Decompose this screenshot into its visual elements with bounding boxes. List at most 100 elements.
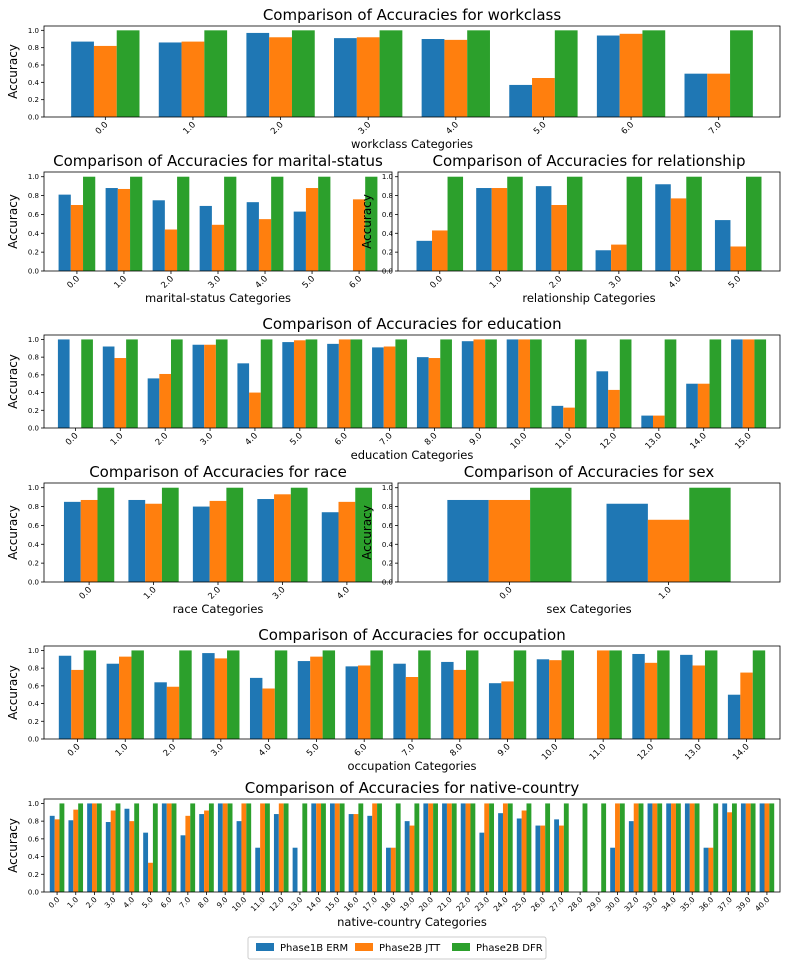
bar-dfr-28.0 <box>582 803 588 892</box>
bar-jtt-2.0 <box>166 686 180 739</box>
bar-jtt-6.0 <box>338 339 351 428</box>
bar-erm-3.0 <box>202 653 215 739</box>
bar-erm-7.0 <box>372 347 384 428</box>
x-tick-label: 4.0 <box>335 585 352 602</box>
x-tick-label: 1.0 <box>488 274 505 291</box>
bar-erm-3.0 <box>105 822 111 892</box>
x-tick-label: 13.0 <box>286 895 304 913</box>
x-tick-label: 15.0 <box>733 431 753 451</box>
y-tick-label: 0.6 <box>28 522 40 530</box>
y-tick-label: 0.4 <box>382 230 394 238</box>
bar-erm-8.0 <box>441 661 454 739</box>
series-jtt <box>432 188 746 271</box>
bar-dfr-2.0 <box>179 650 192 739</box>
x-tick-label: 26.0 <box>529 895 547 913</box>
bar-jtt-20.0 <box>428 803 434 892</box>
chart-title: Comparison of Accuracies for education <box>262 315 561 333</box>
x-axis-label: native-country Categories <box>337 915 487 929</box>
bar-jtt-6.0 <box>357 665 371 739</box>
x-tick-label: 2.0 <box>159 274 176 291</box>
bar-dfr-9.0 <box>513 650 527 739</box>
x-tick-label: 11.0 <box>588 742 608 762</box>
bar-dfr-2.0 <box>226 487 244 582</box>
bar-jtt-9.0 <box>501 681 514 739</box>
x-tick-label: 2.0 <box>269 120 286 137</box>
x-tick-label: 0.0 <box>428 274 445 291</box>
bar-dfr-0.0 <box>59 803 65 892</box>
bar-erm-0.0 <box>57 339 70 428</box>
y-tick-label: 1.0 <box>28 484 39 492</box>
bar-dfr-20.0 <box>433 803 438 892</box>
x-tick-label: 2.0 <box>548 274 565 291</box>
bar-dfr-5.0 <box>305 339 318 428</box>
x-tick-label: 4.0 <box>444 120 461 137</box>
bar-dfr-24.0 <box>507 803 513 892</box>
y-axis-label: Accuracy <box>360 505 374 560</box>
x-tick-label: 35.0 <box>678 895 696 913</box>
bar-erm-5.0 <box>282 342 294 428</box>
x-tick-label: 3.0 <box>199 431 216 448</box>
x-tick-label: 1.0 <box>109 431 126 448</box>
bar-dfr-0.0 <box>97 487 115 582</box>
y-tick-label: 0.0 <box>28 268 39 276</box>
bar-erm-9.0 <box>488 683 502 739</box>
bar-jtt-13.0 <box>692 665 705 739</box>
bar-dfr-10.0 <box>246 803 252 892</box>
bar-dfr-36.0 <box>713 803 719 892</box>
bar-jtt-0.0 <box>432 230 448 271</box>
bar-jtt-10.0 <box>549 660 562 739</box>
bar-erm-3.0 <box>199 205 212 271</box>
x-tick-label: 5.0 <box>727 274 744 291</box>
bar-jtt-3.0 <box>214 658 228 739</box>
x-tick-label: 34.0 <box>660 895 678 913</box>
bar-jtt-7.0 <box>405 677 419 739</box>
bar-dfr-6.0 <box>365 176 378 271</box>
bar-jtt-1.0 <box>117 188 131 271</box>
bar-dfr-29.0 <box>601 803 607 892</box>
bar-erm-12.0 <box>596 371 609 428</box>
bar-dfr-32.0 <box>638 803 644 892</box>
y-tick-label: 1.0 <box>28 173 39 181</box>
x-tick-label: 15.0 <box>324 895 342 913</box>
x-tick-label: 13.0 <box>683 742 703 762</box>
series-jtt <box>54 803 770 892</box>
x-tick-label: 0.0 <box>498 585 515 602</box>
bar-erm-4.0 <box>249 677 263 739</box>
x-tick-label: 23.0 <box>473 895 491 913</box>
series-dfr <box>81 339 767 428</box>
bar-jtt-14.0 <box>697 383 710 428</box>
x-tick-label: 37.0 <box>716 895 734 913</box>
y-tick-label: 0.8 <box>28 503 39 511</box>
chart-relationship: 0.0 0.2 0.4 0.6 0.8 1.0 0.0 1.0 2.0 3.0 4.0 5.0 Comp… <box>360 152 781 305</box>
bar-jtt-0.0 <box>70 205 84 271</box>
bar-dfr-8.0 <box>440 339 452 428</box>
bar-erm-0.0 <box>71 41 94 117</box>
bar-dfr-4.0 <box>271 176 284 271</box>
bar-dfr-10.0 <box>530 339 542 428</box>
bar-erm-4.0 <box>421 39 445 117</box>
bar-jtt-0.0 <box>80 499 98 582</box>
series-erm <box>447 499 648 582</box>
bar-dfr-4.0 <box>355 487 373 582</box>
bar-dfr-11.0 <box>264 803 270 892</box>
bar-jtt-23.0 <box>484 803 490 892</box>
x-tick-label: 3.0 <box>271 585 288 602</box>
y-tick-label: 0.4 <box>28 853 40 861</box>
bar-dfr-6.0 <box>171 803 177 892</box>
bar-erm-15.0 <box>329 803 335 892</box>
bar-erm-5.0 <box>143 832 149 892</box>
bar-dfr-7.0 <box>730 30 753 117</box>
y-axis-label: Accuracy <box>6 194 20 249</box>
x-tick-label: 5.0 <box>532 120 549 137</box>
bar-erm-25.0 <box>516 818 522 892</box>
x-tick-label: 7.0 <box>378 431 395 448</box>
bar-jtt-5.0 <box>148 862 153 892</box>
bar-jtt-13.0 <box>653 415 665 428</box>
bar-dfr-10.0 <box>561 650 575 739</box>
y-axis-label: Accuracy <box>360 194 374 249</box>
x-tick-label: 9.0 <box>496 742 513 759</box>
bar-jtt-3.0 <box>211 224 225 271</box>
x-axis-label: sex Categories <box>546 602 631 616</box>
bar-jtt-40.0 <box>764 803 770 892</box>
